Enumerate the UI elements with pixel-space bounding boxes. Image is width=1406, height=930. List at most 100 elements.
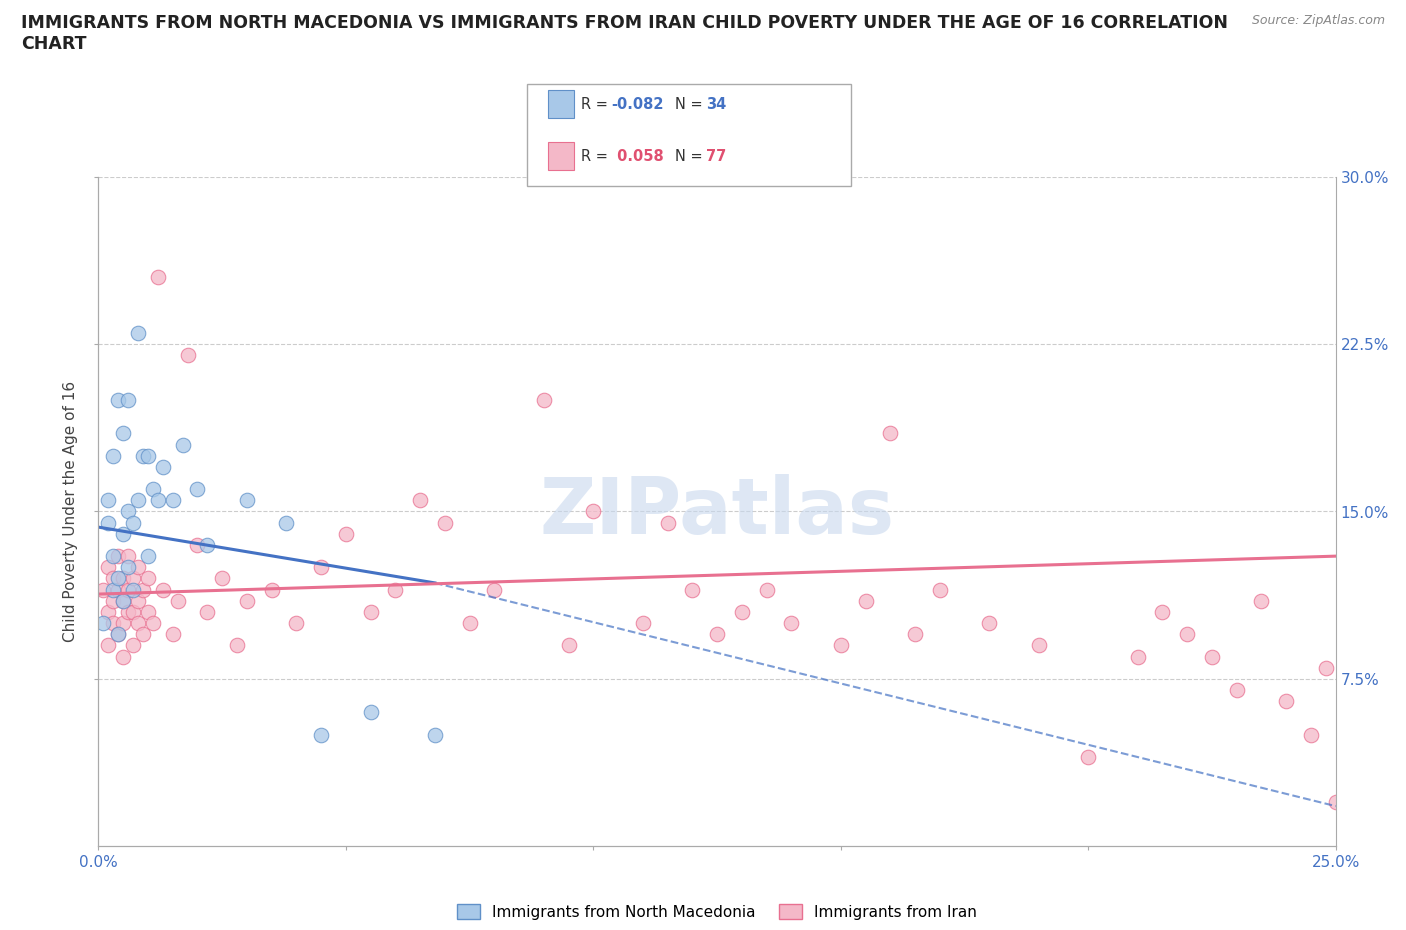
Point [1250, 593, 1272, 608]
Point [112, 426, 135, 441]
Point [103, 571, 125, 586]
Point [146, 493, 169, 508]
Point [186, 538, 208, 552]
Point [117, 504, 139, 519]
Point [309, 727, 332, 742]
Point [117, 604, 139, 619]
Point [136, 571, 159, 586]
Point [127, 326, 149, 340]
Point [830, 638, 852, 653]
Point [226, 638, 249, 653]
Point [152, 459, 174, 474]
Point [1028, 638, 1050, 653]
Point [107, 627, 129, 642]
Point [112, 593, 135, 608]
Point [107, 549, 129, 564]
Point [142, 482, 165, 497]
Point [360, 604, 382, 619]
Point [142, 616, 165, 631]
Point [122, 582, 145, 597]
Point [152, 582, 174, 597]
Point [117, 392, 139, 407]
Point [780, 616, 803, 631]
Point [236, 493, 259, 508]
Point [117, 560, 139, 575]
Point [97, 515, 120, 530]
Point [681, 582, 703, 597]
Point [904, 627, 927, 642]
Point [928, 582, 950, 597]
Point [1152, 604, 1174, 619]
Point [423, 727, 446, 742]
Point [103, 582, 125, 597]
Point [360, 705, 382, 720]
Point [631, 616, 654, 631]
Point [657, 515, 679, 530]
Point [236, 593, 259, 608]
Point [112, 616, 135, 631]
Point [117, 582, 139, 597]
Point [136, 549, 159, 564]
Point [260, 582, 283, 597]
Point [582, 504, 605, 519]
Point [162, 627, 184, 642]
Point [1315, 660, 1337, 675]
Point [1226, 683, 1249, 698]
Text: Source: ZipAtlas.com: Source: ZipAtlas.com [1251, 14, 1385, 27]
Point [93, 582, 115, 597]
Point [122, 604, 145, 619]
Point [97, 560, 120, 575]
Point [706, 627, 728, 642]
Point [97, 638, 120, 653]
Y-axis label: Child Poverty Under the Age of 16: Child Poverty Under the Age of 16 [63, 381, 79, 642]
Point [1324, 794, 1347, 809]
Point [97, 604, 120, 619]
Text: N =: N = [675, 149, 707, 164]
Point [127, 616, 149, 631]
Text: IMMIGRANTS FROM NORTH MACEDONIA VS IMMIGRANTS FROM IRAN CHILD POVERTY UNDER THE : IMMIGRANTS FROM NORTH MACEDONIA VS IMMIG… [21, 14, 1227, 53]
Point [136, 604, 159, 619]
Point [107, 392, 129, 407]
Point [176, 348, 198, 363]
Point [276, 515, 298, 530]
Text: R =: R = [581, 97, 612, 112]
Point [103, 448, 125, 463]
Point [146, 270, 169, 285]
Point [186, 482, 208, 497]
Point [1126, 649, 1149, 664]
Text: 77: 77 [706, 149, 725, 164]
Point [117, 549, 139, 564]
Point [285, 616, 308, 631]
Point [533, 392, 555, 407]
Point [112, 571, 135, 586]
Point [132, 582, 155, 597]
Text: 34: 34 [706, 97, 725, 112]
Point [1201, 649, 1223, 664]
Point [166, 593, 188, 608]
Point [127, 560, 149, 575]
Point [879, 426, 901, 441]
Point [731, 604, 754, 619]
Point [132, 448, 155, 463]
Text: R =: R = [581, 149, 612, 164]
Text: ZIPatlas: ZIPatlas [540, 473, 894, 550]
Point [195, 604, 218, 619]
Point [1077, 750, 1099, 764]
Point [172, 437, 194, 452]
Legend: Immigrants from North Macedonia, Immigrants from Iran: Immigrants from North Macedonia, Immigra… [451, 897, 983, 925]
Point [103, 593, 125, 608]
Point [122, 571, 145, 586]
Point [107, 571, 129, 586]
Point [557, 638, 579, 653]
Point [458, 616, 481, 631]
Point [433, 515, 456, 530]
Point [855, 593, 877, 608]
Point [1275, 694, 1298, 709]
Point [755, 582, 778, 597]
Text: -0.082: -0.082 [612, 97, 664, 112]
Point [112, 526, 135, 541]
Point [127, 593, 149, 608]
Point [1175, 627, 1198, 642]
Point [107, 627, 129, 642]
Point [335, 526, 357, 541]
